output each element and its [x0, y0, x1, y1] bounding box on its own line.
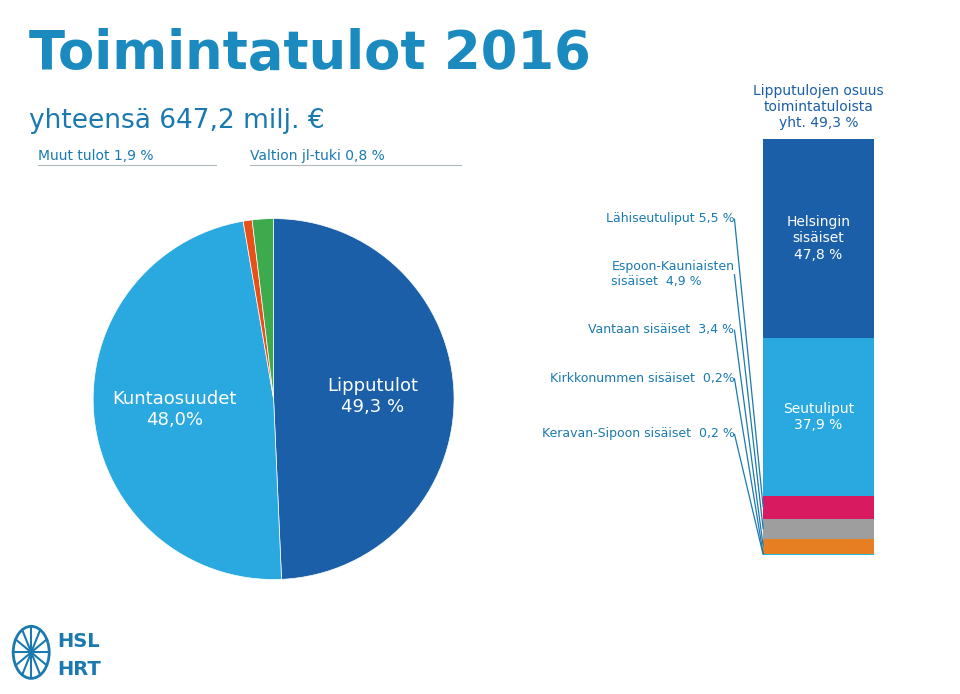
Text: HSL: HSL: [58, 632, 100, 652]
Text: Lähiseutuliput 5,5 %: Lähiseutuliput 5,5 %: [606, 212, 734, 225]
Bar: [763, 539, 874, 554]
Bar: [763, 519, 874, 539]
Text: Helsingin
sisäiset
47,8 %: Helsingin sisäiset 47,8 %: [786, 215, 851, 262]
Text: HRT: HRT: [58, 660, 102, 679]
Wedge shape: [274, 219, 454, 579]
Wedge shape: [243, 220, 274, 399]
Text: yhteensä 647,2 milj. €: yhteensä 647,2 milj. €: [29, 108, 324, 133]
Text: Kuntaosuudet
48,0%: Kuntaosuudet 48,0%: [112, 390, 237, 429]
Text: Lipputulojen osuus
toimintatuloista
yht. 49,3 %: Lipputulojen osuus toimintatuloista yht.…: [753, 84, 884, 130]
Text: Seutuliput
37,9 %: Seutuliput 37,9 %: [782, 402, 854, 432]
Text: Valtion jl-tuki 0,8 %: Valtion jl-tuki 0,8 %: [250, 149, 384, 163]
Text: Espoon-Kauniaisten
sisäiset  4,9 %: Espoon-Kauniaisten sisäiset 4,9 %: [612, 260, 734, 288]
Bar: [763, 139, 874, 338]
Text: Muut tulot 1,9 %: Muut tulot 1,9 %: [38, 149, 154, 163]
Text: Lipputulot
49,3 %: Lipputulot 49,3 %: [327, 378, 419, 416]
Bar: [763, 496, 874, 519]
Wedge shape: [93, 221, 281, 579]
Text: Vantaan sisäiset  3,4 %: Vantaan sisäiset 3,4 %: [588, 323, 734, 336]
Bar: [763, 338, 874, 496]
Text: Keravan-Sipoon sisäiset  0,2 %: Keravan-Sipoon sisäiset 0,2 %: [541, 428, 734, 440]
Text: Kirkkonummen sisäiset  0,2%: Kirkkonummen sisäiset 0,2%: [550, 372, 734, 384]
Text: Toimintatulot 2016: Toimintatulot 2016: [29, 28, 590, 80]
Bar: [763, 554, 874, 555]
Wedge shape: [252, 219, 274, 399]
